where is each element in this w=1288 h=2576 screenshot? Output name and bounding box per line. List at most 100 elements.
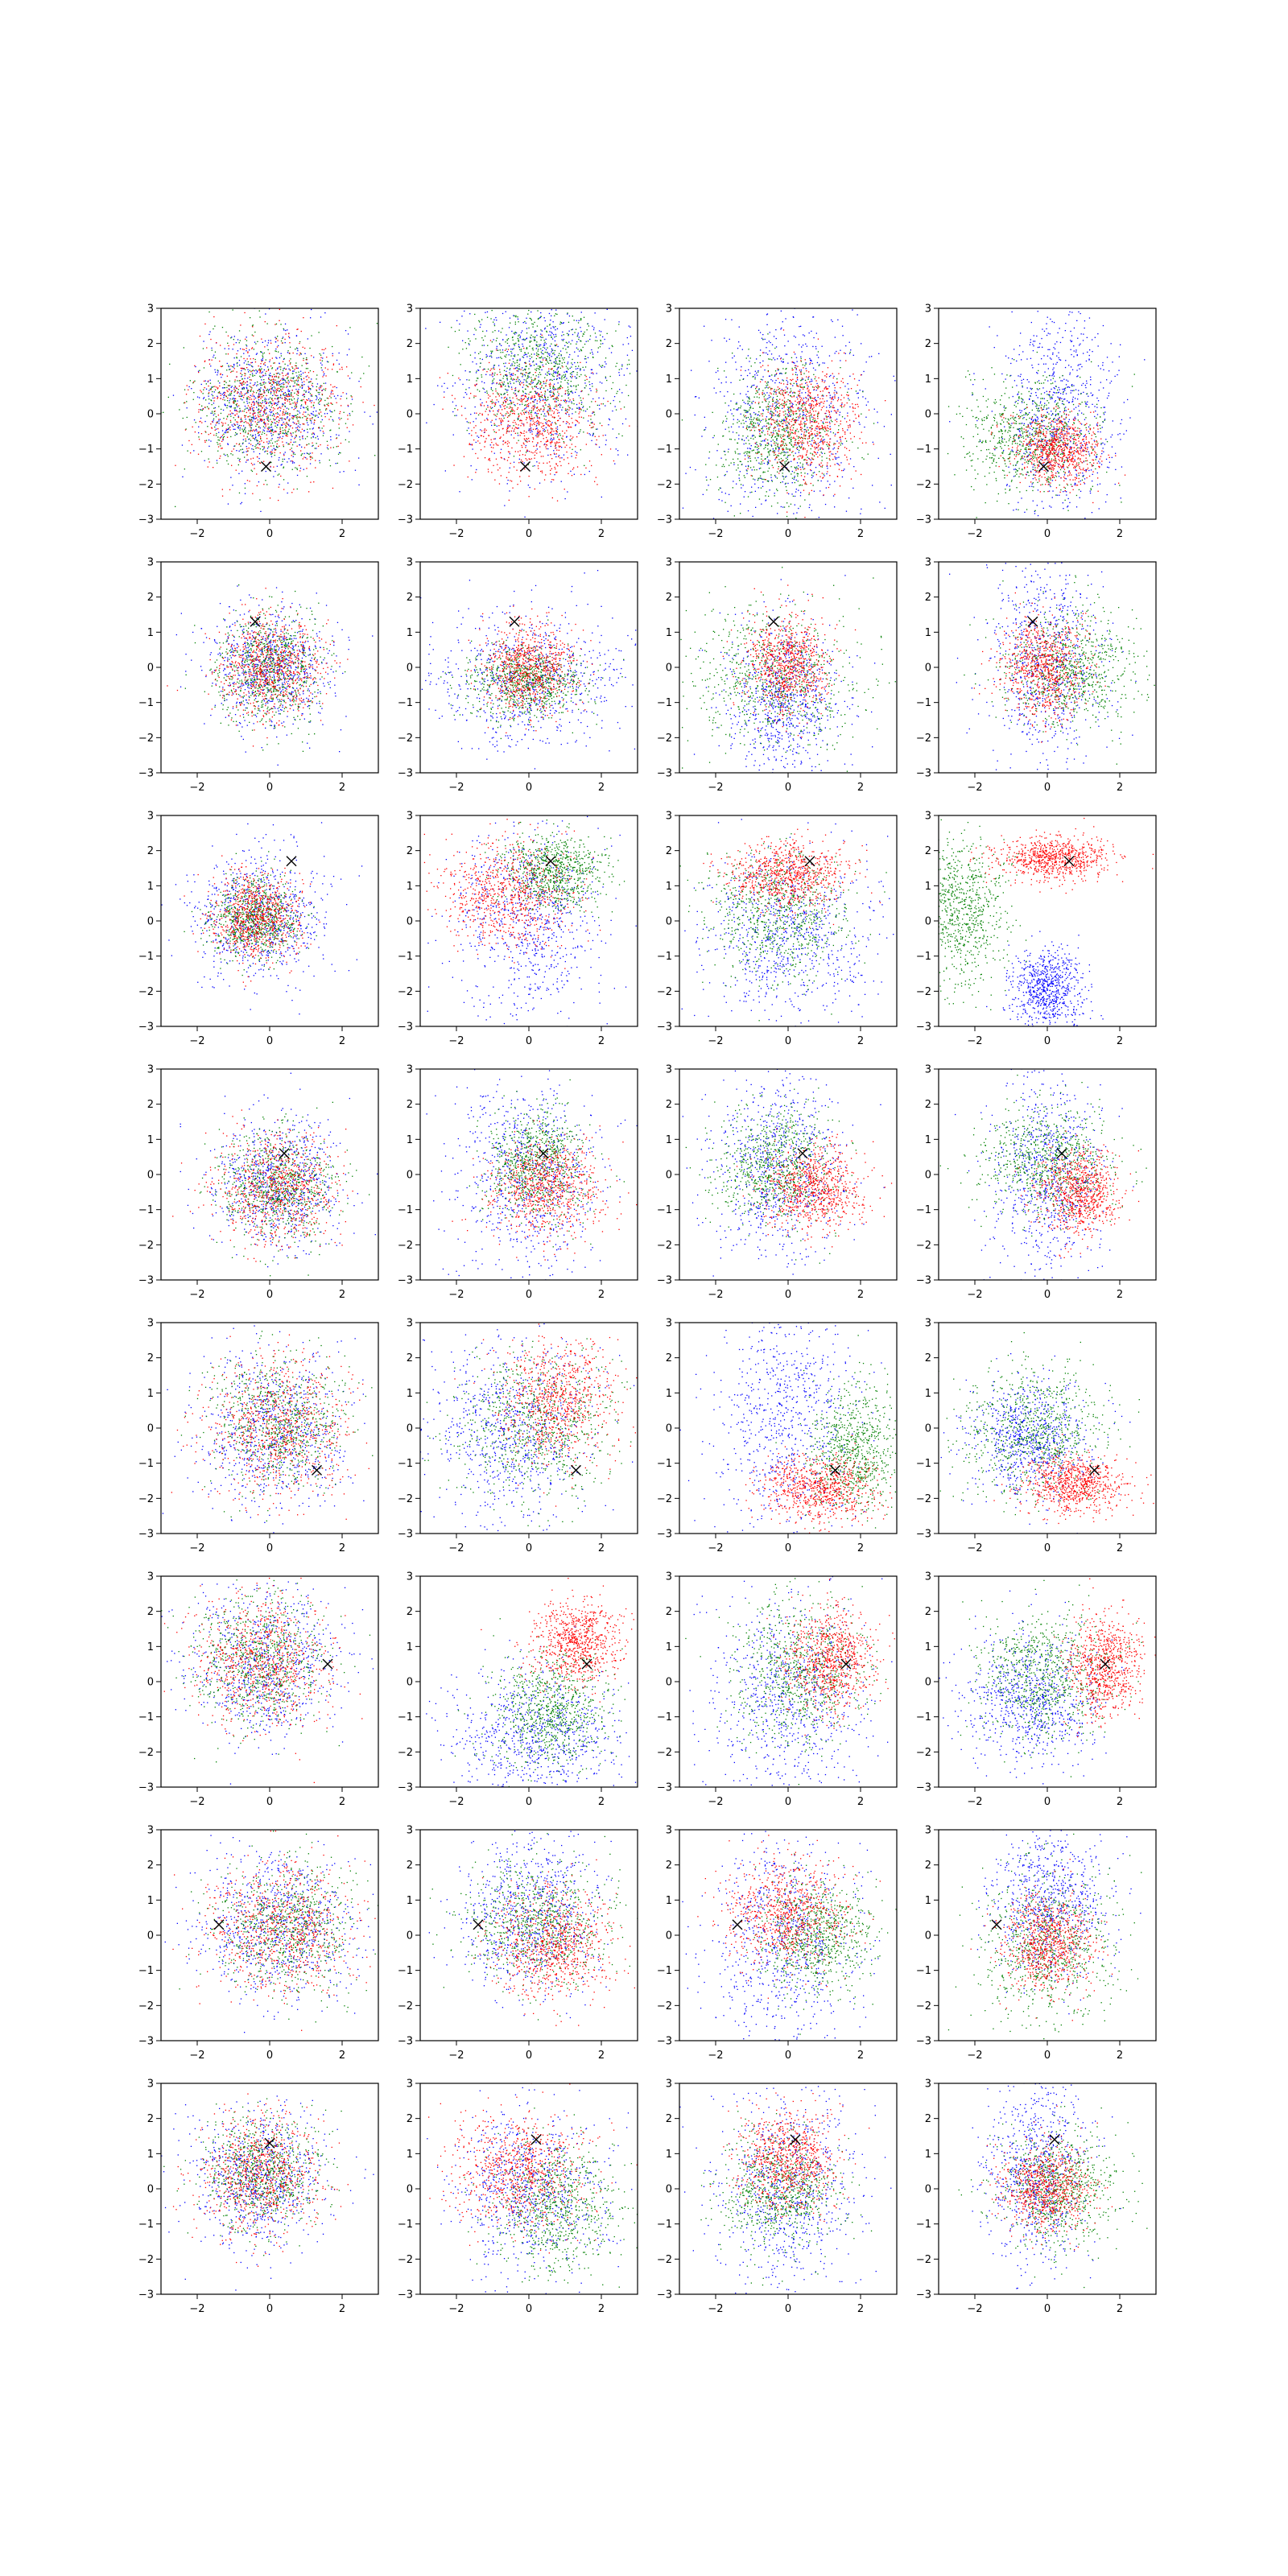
data-point [554,411,555,412]
data-point [805,402,806,403]
data-point [817,362,818,363]
data-point [277,385,278,386]
data-point [270,365,271,366]
data-point [252,410,253,411]
data-point [265,373,266,374]
data-point [486,409,487,410]
data-point [470,371,471,372]
data-point [617,454,618,455]
data-point [579,409,580,410]
data-point [216,429,217,430]
data-point [364,411,365,412]
data-point [758,487,759,488]
data-point [591,373,592,374]
data-point [504,418,505,419]
data-point [533,437,534,438]
data-point [250,440,251,441]
data-point [525,354,526,355]
data-point [268,340,269,341]
data-point [195,366,196,367]
data-point [260,383,261,384]
data-point [570,471,571,472]
data-point [509,372,510,373]
data-point [536,444,537,445]
data-point [599,405,600,406]
data-point [508,404,509,405]
data-point [243,431,244,432]
data-point [816,383,817,384]
data-point [459,491,460,492]
data-point [263,391,264,392]
data-point [541,414,542,415]
data-point [571,381,572,382]
data-point [836,440,837,441]
data-point [618,372,619,373]
data-point [300,468,301,469]
data-point [225,432,226,433]
data-point [297,399,298,400]
x-tick-label: 2 [339,528,345,540]
data-point [234,429,235,430]
data-point [480,413,481,414]
data-point [341,367,342,368]
data-point [726,377,727,378]
data-point [276,446,277,447]
data-point [735,361,736,362]
data-point [540,433,541,434]
data-point [584,375,585,376]
data-point [557,436,558,437]
data-point [217,369,218,370]
data-point [273,431,274,432]
data-point [271,384,272,385]
data-point [301,447,302,448]
data-point [619,401,620,402]
data-point [262,358,263,359]
data-point [236,450,237,451]
data-point [556,406,557,407]
data-point [187,385,188,386]
data-point [270,388,271,389]
data-point [245,417,246,418]
data-point [288,333,289,334]
data-point [332,420,333,421]
data-point [285,425,286,426]
data-point [552,388,553,389]
data-point [511,435,512,436]
data-point [198,436,199,437]
data-point [234,445,235,446]
data-point [748,391,749,392]
data-point [249,349,250,350]
data-point [542,353,543,354]
data-point [629,364,630,365]
data-point [255,369,256,370]
data-point [223,418,224,419]
data-point [264,392,265,393]
data-point [556,450,557,451]
data-point [708,457,709,458]
data-point [228,503,229,504]
data-point [297,427,298,428]
data-point [514,428,515,429]
data-point [281,464,282,465]
data-point [572,334,573,335]
data-point [266,408,267,409]
data-point [250,391,251,392]
data-point [208,392,209,393]
data-point [491,408,492,409]
data-point [310,370,311,371]
data-point [278,352,279,353]
data-point [245,439,246,440]
data-point [568,463,569,464]
data-point [739,478,740,479]
data-point [310,317,311,318]
data-point [529,416,530,417]
data-point [296,375,297,376]
data-point [239,411,240,412]
data-point [774,382,775,383]
data-point [505,443,506,444]
data-point [500,436,501,437]
data-point [551,440,552,441]
data-point [280,427,281,428]
data-point [310,381,311,382]
data-point [749,492,750,493]
